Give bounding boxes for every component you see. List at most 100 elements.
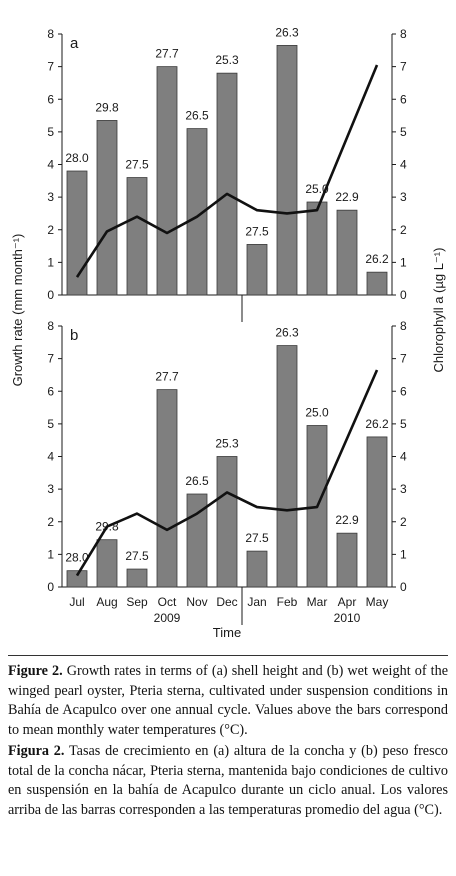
panel-a: 0 0 1 1 2 2 3 3 4 4 5 5 6 6 7 7 8 8 28.0 29.8 27.5 27.7 26.5 25… xyxy=(47,25,407,302)
left-tick-label: 2 xyxy=(47,515,54,529)
temperature-label-feb: 26.3 xyxy=(275,326,299,340)
growth-bar-nov xyxy=(186,128,208,296)
growth-bar-sep xyxy=(126,568,148,588)
x-tick-label-oct: Oct xyxy=(158,595,177,609)
left-tick-label: 5 xyxy=(47,125,54,139)
growth-bar-aug xyxy=(96,120,118,296)
temperature-label-dec: 25.3 xyxy=(215,53,239,67)
panel-label-b: b xyxy=(70,327,78,344)
growth-bar-jul xyxy=(66,170,88,296)
right-tick-label: 1 xyxy=(400,547,407,561)
left-tick-label: 4 xyxy=(47,158,54,172)
x-tick-label-aug: Aug xyxy=(96,595,117,609)
growth-bar-apr xyxy=(336,532,358,588)
temperature-label-aug: 29.8 xyxy=(95,100,119,114)
right-tick-label: 3 xyxy=(400,482,407,496)
temperature-label-dec: 25.3 xyxy=(215,437,239,451)
left-tick-label: 1 xyxy=(47,547,54,561)
temperature-label-jul: 28.0 xyxy=(65,151,89,165)
left-tick-label: 6 xyxy=(47,92,54,106)
left-tick-label: 0 xyxy=(47,288,54,302)
left-tick-label: 6 xyxy=(47,384,54,398)
right-tick-label: 2 xyxy=(400,223,407,237)
right-tick-label: 2 xyxy=(400,515,407,529)
growth-bar-sep xyxy=(126,177,148,296)
temperature-label-apr: 22.9 xyxy=(335,190,359,204)
caption-spanish-text: Tasas de crecimiento en (a) altura de la… xyxy=(8,743,449,818)
growth-bar-feb xyxy=(276,45,298,296)
year-label-2009: 2009 xyxy=(154,611,181,625)
growth-bar-mar xyxy=(306,201,328,296)
x-tick-label-sep: Sep xyxy=(126,595,148,609)
panel-label-a: a xyxy=(70,35,79,52)
growth-bar-oct xyxy=(156,389,178,588)
growth-bar-jan xyxy=(246,550,268,588)
temperature-label-feb: 26.3 xyxy=(275,25,299,39)
left-tick-label: 5 xyxy=(47,417,54,431)
right-axis-title: Chlorophyll a (µg L⁻¹) xyxy=(431,248,446,373)
left-tick-label: 3 xyxy=(47,190,54,204)
caption-english: Figure 2. Growth rates in terms of (a) s… xyxy=(8,662,448,740)
caption-english-text: Growth rates in terms of (a) shell heigh… xyxy=(8,663,448,738)
year-label-2010: 2010 xyxy=(334,611,361,625)
right-tick-label: 7 xyxy=(400,352,407,366)
growth-bar-jan xyxy=(246,244,268,296)
left-tick-label: 1 xyxy=(47,255,54,269)
right-tick-label: 0 xyxy=(400,580,407,594)
x-tick-label-dec: Dec xyxy=(216,595,237,609)
caption-rule xyxy=(8,655,448,656)
left-tick-label: 7 xyxy=(47,60,54,74)
right-tick-label: 4 xyxy=(400,450,407,464)
x-tick-label-feb: Feb xyxy=(277,595,298,609)
right-tick-label: 5 xyxy=(400,417,407,431)
caption-english-label: Figure 2. xyxy=(8,663,63,679)
figure-caption: Figure 2. Growth rates in terms of (a) s… xyxy=(8,655,448,822)
temperature-label-jan: 27.5 xyxy=(245,224,269,238)
temperature-label-may: 26.2 xyxy=(365,417,389,431)
temperature-label-apr: 22.9 xyxy=(335,513,359,527)
x-tick-label-jan: Jan xyxy=(247,595,266,609)
temperature-label-sep: 27.5 xyxy=(125,158,149,172)
left-tick-label: 0 xyxy=(47,580,54,594)
left-tick-label: 4 xyxy=(47,450,54,464)
growth-bar-apr xyxy=(336,209,358,296)
right-tick-label: 1 xyxy=(400,255,407,269)
caption-spanish: Figura 2. Tasas de crecimiento en (a) al… xyxy=(8,742,448,820)
right-tick-label: 0 xyxy=(400,288,407,302)
temperature-label-oct: 27.7 xyxy=(155,370,179,384)
growth-bar-aug xyxy=(96,539,118,588)
growth-bar-may xyxy=(366,436,388,588)
chlorophyll-line xyxy=(75,369,379,577)
growth-bar-feb xyxy=(276,345,298,588)
growth-bar-dec xyxy=(216,456,238,588)
growth-bar-may xyxy=(366,271,388,296)
right-tick-label: 6 xyxy=(400,384,407,398)
right-tick-label: 7 xyxy=(400,60,407,74)
x-tick-label-nov: Nov xyxy=(186,595,207,609)
left-tick-label: 3 xyxy=(47,482,54,496)
x-tick-label-apr: Apr xyxy=(338,595,357,609)
x-tick-label-jul: Jul xyxy=(69,595,84,609)
left-tick-label: 7 xyxy=(47,352,54,366)
temperature-label-may: 26.2 xyxy=(365,252,389,266)
left-tick-label: 8 xyxy=(47,27,54,41)
left-axis-title: Growth rate (mm month⁻¹) xyxy=(10,234,25,387)
growth-bar-oct xyxy=(156,66,178,296)
caption-spanish-label: Figura 2. xyxy=(8,743,65,759)
growth-bar-dec xyxy=(216,72,238,296)
temperature-label-nov: 26.5 xyxy=(185,109,209,123)
x-axis-title: Time xyxy=(213,625,241,640)
right-tick-label: 6 xyxy=(400,92,407,106)
x-tick-label-mar: Mar xyxy=(307,595,328,609)
temperature-label-sep: 27.5 xyxy=(125,549,149,563)
temperature-label-nov: 26.5 xyxy=(185,474,209,488)
right-tick-label: 4 xyxy=(400,158,407,172)
x-tick-label-may: May xyxy=(366,595,389,609)
right-tick-label: 8 xyxy=(400,319,407,333)
temperature-label-mar: 25.0 xyxy=(305,406,329,420)
growth-rate-figure: 0 01 12 23 34 45 56 67 78 828.029.827.527.726.525… xyxy=(10,25,446,640)
temperature-label-oct: 27.7 xyxy=(155,47,179,61)
right-tick-label: 5 xyxy=(400,125,407,139)
left-tick-label: 2 xyxy=(47,223,54,237)
